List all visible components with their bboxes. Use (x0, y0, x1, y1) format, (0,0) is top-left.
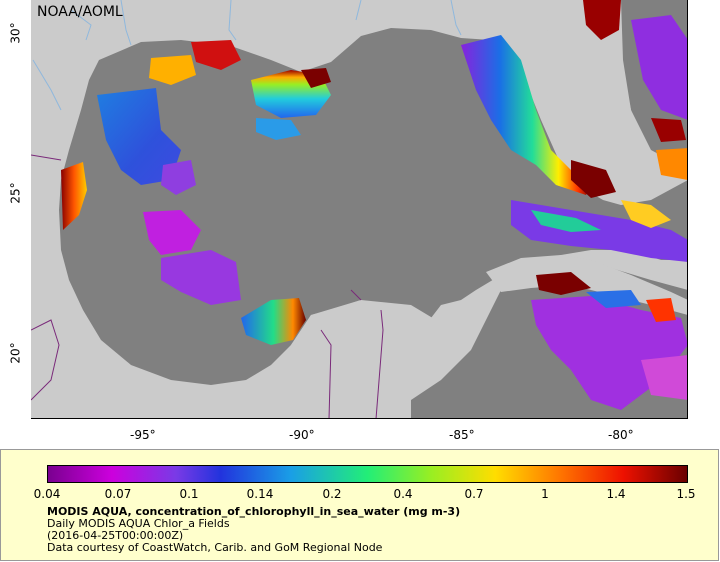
colorbar-tick: 0.7 (464, 487, 484, 501)
texas-coast-patch (61, 162, 87, 230)
colorbar-tick: 0.1 (179, 487, 199, 501)
central-purple-patch (143, 210, 201, 255)
organization-label: NOAA/AOML (37, 4, 123, 20)
lon-label-80: -80° (608, 428, 634, 442)
bahamas-patch (631, 15, 687, 120)
colorbar-tick: 1.4 (606, 487, 626, 501)
lat-label-30: 30° (8, 22, 23, 44)
lon-label-90: -90° (289, 428, 315, 442)
legend-timestamp: (2016-04-25T00:00:00Z) (47, 529, 184, 542)
yucatan-peninsula (271, 300, 436, 418)
lat-label-20: 20° (8, 342, 23, 364)
political-boundaries (31, 154, 384, 418)
legend-subtitle: Daily MODIS AQUA Chlor_a Fields (47, 517, 230, 530)
lon-label-85: -85° (449, 428, 475, 442)
colorbar-tick: 0.2 (322, 487, 342, 501)
map-frame[interactable] (31, 0, 688, 419)
lat-label-25: 25° (8, 182, 23, 204)
florida-peninsula (491, 0, 641, 195)
legend-title: MODIS AQUA, concentration_of_chlorophyll… (47, 505, 461, 518)
colorbar-tick: 1 (541, 487, 549, 501)
colorbar-tick: 0.04 (33, 487, 61, 501)
campeche-patch (241, 298, 306, 345)
rivers (32, 0, 462, 111)
colorbar-tick: 1.5 (676, 487, 696, 501)
colorbar-tick: 0.4 (393, 487, 413, 501)
legend-credit: Data courtesy of CoastWatch, Carib. and … (47, 541, 383, 554)
chlorophyll-patches (61, 0, 687, 410)
colorbar-tick: 0.14 (246, 487, 274, 501)
chlorophyll-map[interactable] (31, 0, 688, 419)
west-florida-shelf-patch (461, 35, 591, 195)
west-gulf-blue-patch (97, 88, 181, 185)
colorbar (47, 465, 688, 483)
lon-label-95: -95° (130, 428, 156, 442)
colorbar-tick: 0.07 (104, 487, 132, 501)
